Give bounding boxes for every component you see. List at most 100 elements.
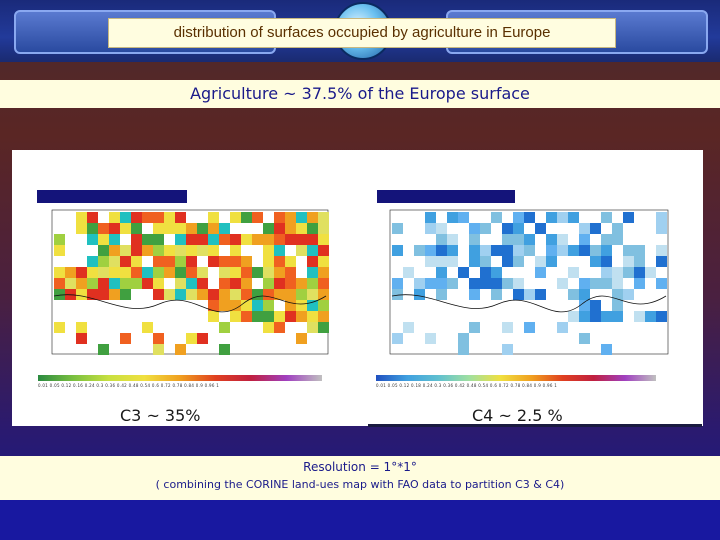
- map-cell: [590, 300, 601, 311]
- map-cell: [425, 278, 436, 289]
- map-cell: [109, 212, 120, 223]
- map-cell: [579, 300, 590, 311]
- map-cell: [318, 311, 329, 322]
- map-cell: [208, 223, 219, 234]
- map-cell: [153, 267, 164, 278]
- map-cell: [153, 278, 164, 289]
- map-cell: [285, 223, 296, 234]
- map-cell: [164, 256, 175, 267]
- map-cell: [285, 311, 296, 322]
- map-cell: [153, 256, 164, 267]
- map-cell: [120, 212, 131, 223]
- map-cell: [120, 278, 131, 289]
- map-cell: [263, 267, 274, 278]
- map-cell: [535, 267, 546, 278]
- map-cell: [54, 234, 65, 245]
- map-cell: [153, 333, 164, 344]
- map-cell: [230, 245, 241, 256]
- map-cell: [502, 223, 513, 234]
- map-cell: [197, 267, 208, 278]
- map-cell: [87, 267, 98, 278]
- map-cell: [109, 245, 120, 256]
- map-cell: [153, 245, 164, 256]
- map-cell: [263, 256, 274, 267]
- map-cell: [98, 344, 109, 355]
- map-cell: [109, 267, 120, 278]
- map-cell: [307, 311, 318, 322]
- map-cell: [612, 234, 623, 245]
- map-cell: [524, 289, 535, 300]
- map-cell: [285, 278, 296, 289]
- map-cell: [307, 234, 318, 245]
- map-cell: [175, 223, 186, 234]
- coastline: [53, 294, 327, 313]
- map-cell: [568, 212, 579, 223]
- map-cell: [557, 322, 568, 333]
- map-cell: [296, 212, 307, 223]
- map-cell: [274, 322, 285, 333]
- map-cell: [219, 289, 230, 300]
- map-cell: [612, 289, 623, 300]
- map-cell: [219, 344, 230, 355]
- map-cell: [230, 212, 241, 223]
- map-cell: [623, 245, 634, 256]
- map-cell: [612, 300, 623, 311]
- map-cell: [54, 289, 65, 300]
- resolution-text: Resolution = 1°*1°: [303, 460, 417, 474]
- map-cell: [219, 322, 230, 333]
- map-cell: [230, 289, 241, 300]
- map-cell: [175, 344, 186, 355]
- map-cell: [274, 234, 285, 245]
- map-cell: [285, 289, 296, 300]
- map-cell: [296, 311, 307, 322]
- map-cell: [164, 212, 175, 223]
- map-cell: [524, 322, 535, 333]
- map-cell: [197, 223, 208, 234]
- slide-subtitle: Agriculture ~ 37.5% of the Europe surfac…: [0, 80, 720, 108]
- map-cell: [153, 223, 164, 234]
- c4-heatmap: [389, 209, 669, 355]
- map-cell: [513, 234, 524, 245]
- map-cell: [131, 245, 142, 256]
- map-cell: [296, 289, 307, 300]
- map-cell: [120, 289, 131, 300]
- map-cell: [524, 212, 535, 223]
- map-cell: [307, 212, 318, 223]
- c3-colorbar: [38, 375, 322, 381]
- map-cell: [186, 333, 197, 344]
- map-cell: [76, 267, 87, 278]
- map-cell: [307, 256, 318, 267]
- map-cell: [87, 289, 98, 300]
- map-cell: [579, 278, 590, 289]
- map-cell: [568, 245, 579, 256]
- map-cell: [447, 245, 458, 256]
- map-cell: [241, 289, 252, 300]
- c4-colorbar: [376, 375, 656, 381]
- map-cell: [491, 289, 502, 300]
- map-cell: [241, 267, 252, 278]
- map-cell: [175, 267, 186, 278]
- map-cell: [502, 278, 513, 289]
- map-cell: [98, 234, 109, 245]
- c4-colorbar-ticks: 0.01 0.05 0.12 0.18 0.24 0.3 0.36 0.42 0…: [376, 383, 558, 388]
- map-cell: [230, 267, 241, 278]
- map-cell: [120, 333, 131, 344]
- map-cell: [241, 256, 252, 267]
- map-cell: [208, 289, 219, 300]
- map-cell: [153, 344, 164, 355]
- map-cell: [645, 267, 656, 278]
- map-cell: [252, 300, 263, 311]
- map-cell: [120, 245, 131, 256]
- map-cell: [513, 289, 524, 300]
- map-cell: [285, 256, 296, 267]
- map-cell: [186, 289, 197, 300]
- map-cell: [612, 223, 623, 234]
- map-cell: [623, 267, 634, 278]
- map-cell: [142, 234, 153, 245]
- map-cell: [656, 245, 667, 256]
- map-cell: [318, 245, 329, 256]
- map-cell: [436, 234, 447, 245]
- map-cell: [502, 245, 513, 256]
- map-cell: [524, 234, 535, 245]
- map-cell: [87, 278, 98, 289]
